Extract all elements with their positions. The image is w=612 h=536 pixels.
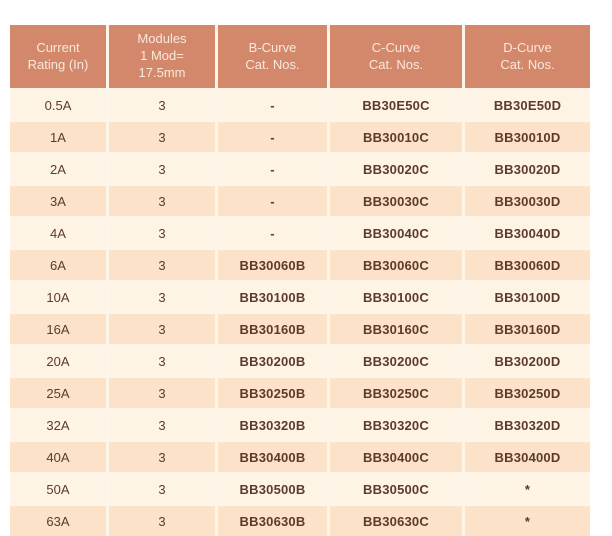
- header-b-curve: B-Curve Cat. Nos.: [215, 25, 327, 88]
- cell-modules: 3: [106, 312, 215, 344]
- cell-b-curve: BB30160B: [215, 312, 327, 344]
- cell-current-rating: 25A: [10, 376, 106, 408]
- header-d-curve: D-Curve Cat. Nos.: [462, 25, 590, 88]
- table-row: 25A 3 BB30250B BB30250C BB30250D: [10, 376, 590, 408]
- cell-modules: 3: [106, 280, 215, 312]
- table-row: 40A 3 BB30400B BB30400C BB30400D: [10, 440, 590, 472]
- cell-current-rating: 4A: [10, 216, 106, 248]
- cell-b-curve: -: [215, 184, 327, 216]
- cell-b-curve: BB30500B: [215, 472, 327, 504]
- cell-c-curve: BB30630C: [327, 504, 462, 536]
- cell-current-rating: 3A: [10, 184, 106, 216]
- table-row: 1A 3 - BB30010C BB30010D: [10, 120, 590, 152]
- cell-current-rating: 32A: [10, 408, 106, 440]
- table-row: 3A 3 - BB30030C BB30030D: [10, 184, 590, 216]
- catalog-table: Current Rating (In) Modules 1 Mod= 17.5m…: [10, 25, 590, 536]
- cell-current-rating: 2A: [10, 152, 106, 184]
- table-row: 32A 3 BB30320B BB30320C BB30320D: [10, 408, 590, 440]
- cell-d-curve: BB30160D: [462, 312, 590, 344]
- cell-c-curve: BB30400C: [327, 440, 462, 472]
- cell-c-curve: BB30010C: [327, 120, 462, 152]
- header-row: Current Rating (In) Modules 1 Mod= 17.5m…: [10, 25, 590, 88]
- cell-current-rating: 10A: [10, 280, 106, 312]
- cell-c-curve: BB30030C: [327, 184, 462, 216]
- cell-b-curve: BB30200B: [215, 344, 327, 376]
- cell-d-curve: BB30250D: [462, 376, 590, 408]
- cell-b-curve: -: [215, 120, 327, 152]
- cell-b-curve: -: [215, 216, 327, 248]
- cell-modules: 3: [106, 184, 215, 216]
- cell-current-rating: 40A: [10, 440, 106, 472]
- cell-d-curve: BB30020D: [462, 152, 590, 184]
- cell-b-curve: BB30630B: [215, 504, 327, 536]
- cell-c-curve: BB30060C: [327, 248, 462, 280]
- cell-current-rating: 0.5A: [10, 88, 106, 120]
- header-c-curve: C-Curve Cat. Nos.: [327, 25, 462, 88]
- cell-c-curve: BB30250C: [327, 376, 462, 408]
- cell-b-curve: -: [215, 152, 327, 184]
- cell-current-rating: 50A: [10, 472, 106, 504]
- cell-d-curve: BB30010D: [462, 120, 590, 152]
- cell-d-curve: BB30100D: [462, 280, 590, 312]
- cell-d-curve: BB30E50D: [462, 88, 590, 120]
- cell-current-rating: 16A: [10, 312, 106, 344]
- header-current-rating: Current Rating (In): [10, 25, 106, 88]
- cell-modules: 3: [106, 440, 215, 472]
- cell-d-curve: BB30400D: [462, 440, 590, 472]
- table-row: 4A 3 - BB30040C BB30040D: [10, 216, 590, 248]
- cell-modules: 3: [106, 504, 215, 536]
- cell-c-curve: BB30200C: [327, 344, 462, 376]
- cell-b-curve: BB30100B: [215, 280, 327, 312]
- cell-d-curve: *: [462, 472, 590, 504]
- cell-d-curve: BB30060D: [462, 248, 590, 280]
- cell-c-curve: BB30500C: [327, 472, 462, 504]
- catalog-table-wrap: Current Rating (In) Modules 1 Mod= 17.5m…: [10, 25, 590, 536]
- cell-d-curve: *: [462, 504, 590, 536]
- cell-modules: 3: [106, 152, 215, 184]
- cell-c-curve: BB30160C: [327, 312, 462, 344]
- cell-d-curve: BB30320D: [462, 408, 590, 440]
- cell-modules: 3: [106, 344, 215, 376]
- cell-current-rating: 6A: [10, 248, 106, 280]
- cell-modules: 3: [106, 376, 215, 408]
- cell-c-curve: BB30100C: [327, 280, 462, 312]
- table-header: Current Rating (In) Modules 1 Mod= 17.5m…: [10, 25, 590, 88]
- table-row: 63A 3 BB30630B BB30630C *: [10, 504, 590, 536]
- cell-d-curve: BB30200D: [462, 344, 590, 376]
- cell-c-curve: BB30E50C: [327, 88, 462, 120]
- table-row: 10A 3 BB30100B BB30100C BB30100D: [10, 280, 590, 312]
- cell-c-curve: BB30040C: [327, 216, 462, 248]
- table-body: 0.5A 3 - BB30E50C BB30E50D 1A 3 - BB3001…: [10, 88, 590, 536]
- cell-b-curve: -: [215, 88, 327, 120]
- table-row: 50A 3 BB30500B BB30500C *: [10, 472, 590, 504]
- cell-d-curve: BB30030D: [462, 184, 590, 216]
- cell-b-curve: BB30400B: [215, 440, 327, 472]
- cell-modules: 3: [106, 120, 215, 152]
- cell-c-curve: BB30320C: [327, 408, 462, 440]
- cell-modules: 3: [106, 472, 215, 504]
- table-row: 2A 3 - BB30020C BB30020D: [10, 152, 590, 184]
- table-row: 6A 3 BB30060B BB30060C BB30060D: [10, 248, 590, 280]
- table-row: 0.5A 3 - BB30E50C BB30E50D: [10, 88, 590, 120]
- cell-modules: 3: [106, 216, 215, 248]
- cell-current-rating: 1A: [10, 120, 106, 152]
- cell-d-curve: BB30040D: [462, 216, 590, 248]
- cell-modules: 3: [106, 408, 215, 440]
- cell-c-curve: BB30020C: [327, 152, 462, 184]
- cell-current-rating: 20A: [10, 344, 106, 376]
- cell-b-curve: BB30320B: [215, 408, 327, 440]
- cell-modules: 3: [106, 248, 215, 280]
- cell-current-rating: 63A: [10, 504, 106, 536]
- table-row: 20A 3 BB30200B BB30200C BB30200D: [10, 344, 590, 376]
- cell-b-curve: BB30060B: [215, 248, 327, 280]
- cell-b-curve: BB30250B: [215, 376, 327, 408]
- table-row: 16A 3 BB30160B BB30160C BB30160D: [10, 312, 590, 344]
- cell-modules: 3: [106, 88, 215, 120]
- header-modules: Modules 1 Mod= 17.5mm: [106, 25, 215, 88]
